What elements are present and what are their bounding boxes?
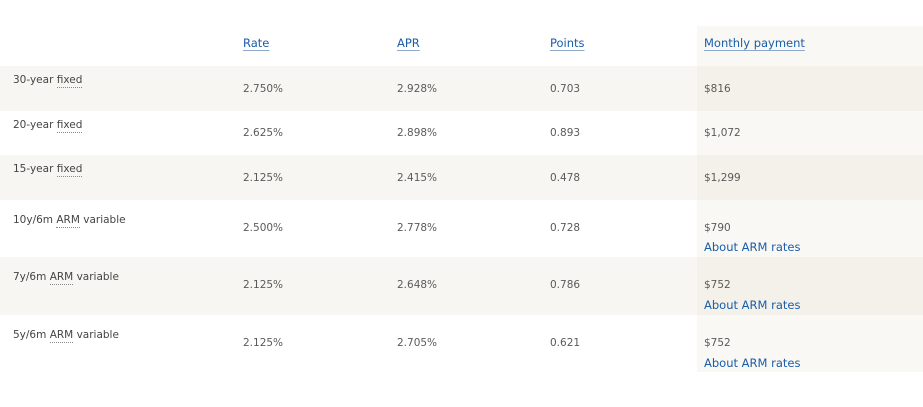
monthly-payment-value: $752 — [704, 279, 731, 291]
rate-value: 2.500% — [243, 222, 284, 234]
points-value: 0.478 — [550, 172, 581, 184]
loan-type-label: 15-year fixed — [13, 163, 83, 177]
loan-type-term[interactable]: ARM — [49, 329, 74, 343]
loan-type-term[interactable]: fixed — [56, 119, 83, 133]
rate-value: 2.625% — [243, 127, 284, 139]
table-header: Rate APR Points Monthly payment — [0, 26, 923, 66]
apr-value: 2.648% — [397, 279, 438, 291]
points-value: 0.893 — [550, 127, 581, 139]
loan-type-label: 10y/6m ARM variable — [13, 214, 126, 228]
points-column-header[interactable]: Points — [550, 36, 585, 50]
monthly-payment-value: $752 — [704, 337, 731, 349]
table-row: 30-year fixed 2.750% 2.928% 0.703 $816 — [0, 66, 923, 111]
table-row: 15-year fixed 2.125% 2.415% 0.478 $1,299 — [0, 155, 923, 200]
loan-type-term[interactable]: fixed — [56, 74, 83, 88]
apr-value: 2.415% — [397, 172, 438, 184]
about-arm-rates-link[interactable]: About ARM rates — [704, 356, 801, 370]
table-row: 10y/6m ARM variable 2.500% 2.778% 0.728 … — [0, 200, 923, 257]
apr-column-header[interactable]: APR — [397, 36, 420, 50]
table-row: 5y/6m ARM variable 2.125% 2.705% 0.621 $… — [0, 315, 923, 372]
apr-value: 2.705% — [397, 337, 438, 349]
about-arm-rates-link[interactable]: About ARM rates — [704, 298, 801, 312]
rate-value: 2.750% — [243, 83, 284, 95]
points-value: 0.621 — [550, 337, 581, 349]
apr-value: 2.928% — [397, 83, 438, 95]
rate-column-header[interactable]: Rate — [243, 36, 270, 50]
loan-type-label: 7y/6m ARM variable — [13, 271, 119, 285]
rate-value: 2.125% — [243, 279, 284, 291]
monthly-payment-value: $1,299 — [704, 172, 741, 184]
loan-type-term[interactable]: fixed — [56, 163, 83, 177]
points-value: 0.703 — [550, 83, 581, 95]
monthly-payment-value: $1,072 — [704, 127, 741, 139]
monthly-payment-column-header[interactable]: Monthly payment — [704, 36, 805, 50]
loan-type-term[interactable]: ARM — [49, 271, 74, 285]
rate-value: 2.125% — [243, 172, 284, 184]
rate-value: 2.125% — [243, 337, 284, 349]
monthly-payment-value: $816 — [704, 83, 731, 95]
table-row: 20-year fixed 2.625% 2.898% 0.893 $1,072 — [0, 111, 923, 155]
loan-type-label: 20-year fixed — [13, 119, 83, 133]
about-arm-rates-link[interactable]: About ARM rates — [704, 240, 801, 254]
loan-type-label: 5y/6m ARM variable — [13, 329, 119, 343]
loan-type-label: 30-year fixed — [13, 74, 83, 88]
loan-type-term[interactable]: ARM — [56, 214, 80, 228]
apr-value: 2.898% — [397, 127, 438, 139]
apr-value: 2.778% — [397, 222, 438, 234]
points-value: 0.728 — [550, 222, 581, 234]
points-value: 0.786 — [550, 279, 581, 291]
table-row: 7y/6m ARM variable 2.125% 2.648% 0.786 $… — [0, 257, 923, 315]
monthly-payment-value: $790 — [704, 222, 731, 234]
